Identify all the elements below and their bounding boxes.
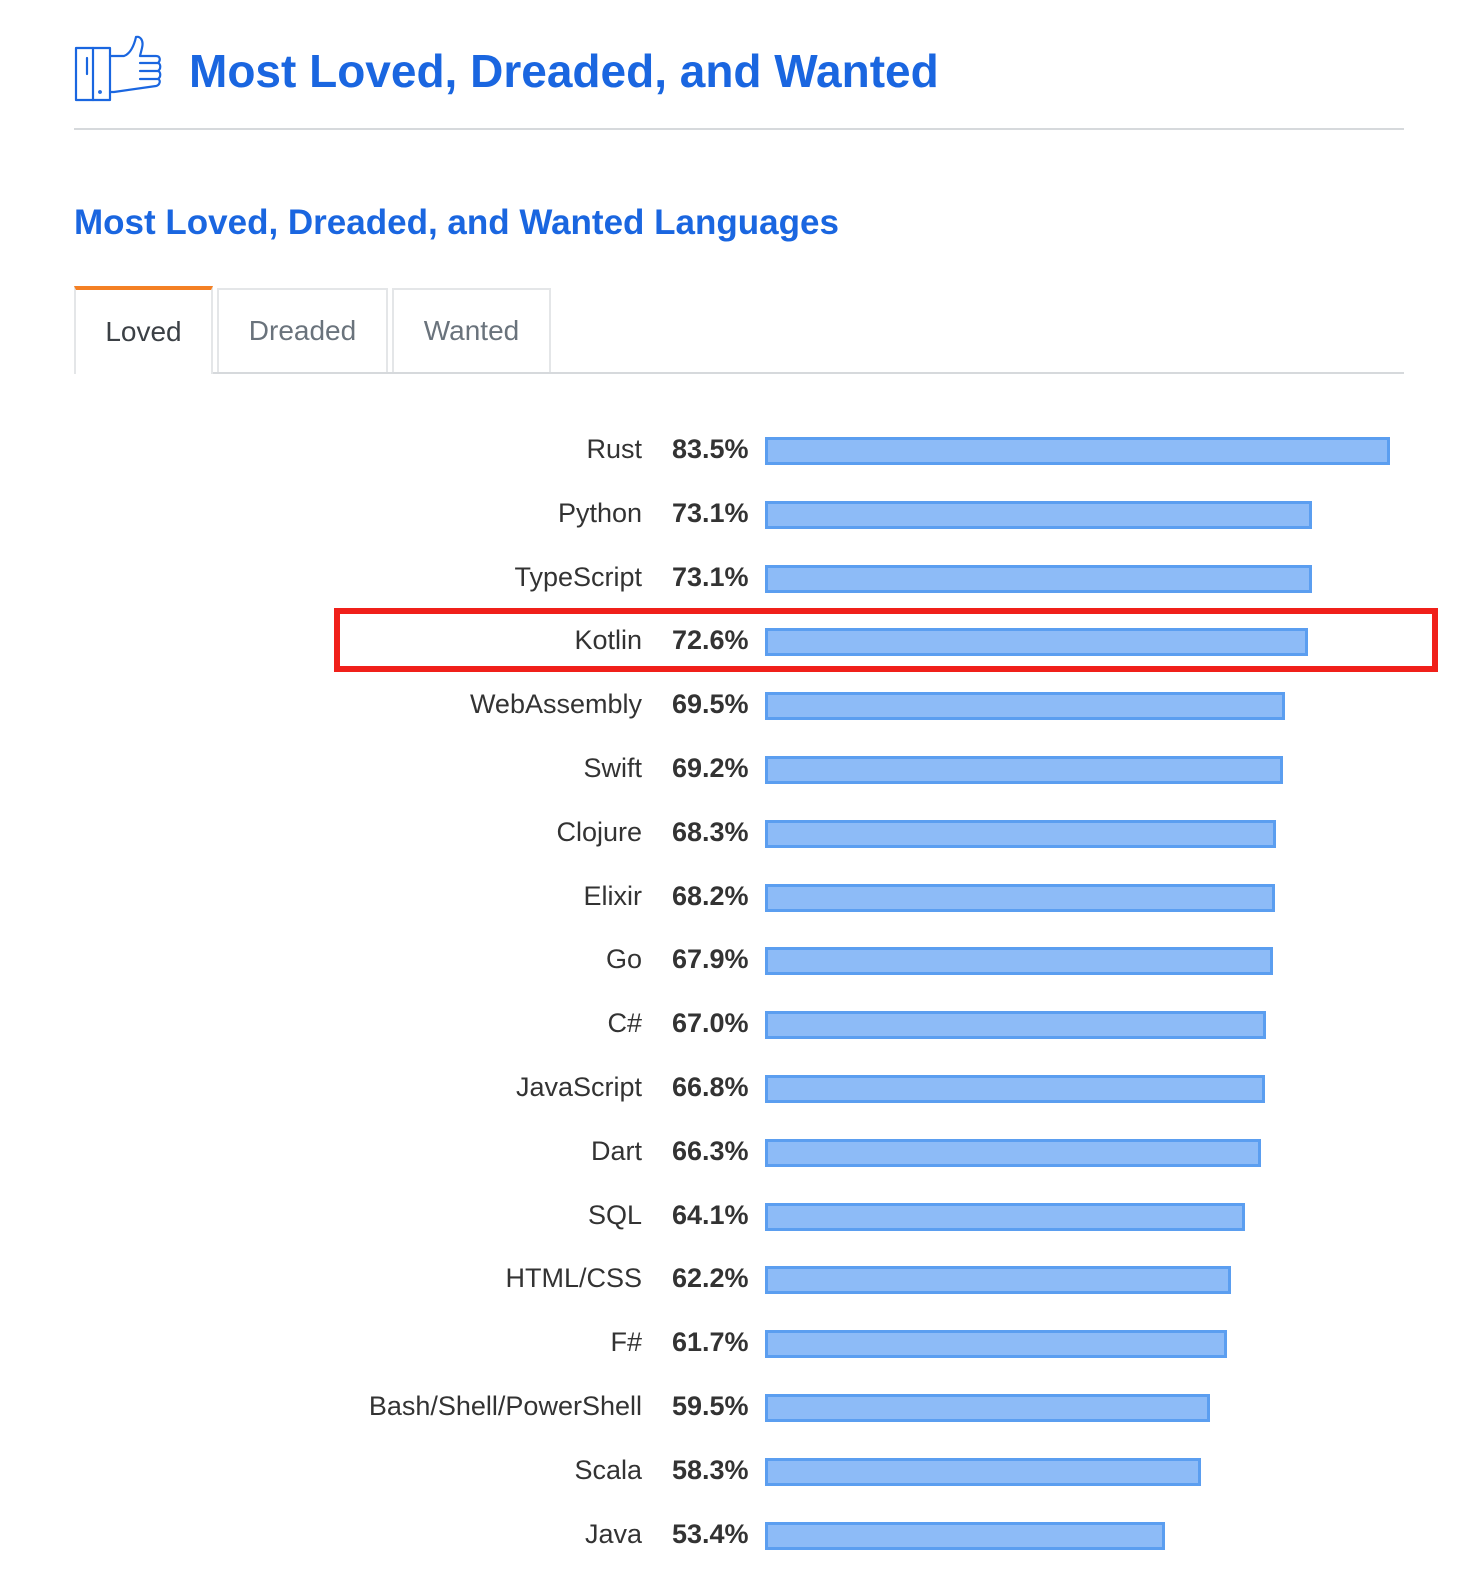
percentage-bar (765, 1394, 1210, 1422)
percentage-bar (765, 756, 1283, 784)
chart-row: WebAssembly 69.5% (0, 675, 1472, 739)
percentage-bar (765, 1138, 1261, 1167)
chart-row: Rust 83.5% (0, 420, 1472, 484)
percentage-bar (765, 1330, 1227, 1359)
chart-row: Elixir 68.2% (0, 867, 1472, 931)
percentage-label: 72.6% (672, 625, 749, 656)
chart-row: Swift 69.2% (0, 739, 1472, 803)
percentage-label: 68.3% (672, 816, 749, 847)
language-label: Bash/Shell/PowerShell (368, 1391, 642, 1421)
percentage-label: 68.2% (672, 880, 749, 911)
language-label: F# (610, 1327, 642, 1358)
percentage-label: 69.5% (672, 689, 749, 720)
chart-row: F# 61.7% (0, 1313, 1472, 1377)
tab-bar: Loved Dreaded Wanted (74, 286, 1404, 374)
thumbs-up-icon (74, 35, 162, 102)
language-label: Swift (583, 753, 642, 783)
percentage-label: 83.5% (672, 434, 749, 464)
percentage-bar (765, 1202, 1245, 1231)
chart-row: Scala 58.3% (0, 1441, 1472, 1505)
tab-loved[interactable]: Loved (74, 286, 213, 374)
language-label: Dart (590, 1135, 642, 1166)
language-label: TypeScript (514, 561, 642, 592)
chart-row: JavaScript 66.8% (0, 1058, 1472, 1122)
chart-row: Go 67.9% (0, 930, 1472, 994)
chart-row: TypeScript 73.1% (0, 548, 1472, 612)
chart-row: Dart 66.3% (0, 1122, 1472, 1186)
percentage-label: 69.2% (672, 753, 749, 783)
percentage-label: 73.1% (672, 497, 749, 528)
percentage-bar (765, 1011, 1266, 1040)
chart-row: C# 67.0% (0, 994, 1472, 1058)
language-label: JavaScript (515, 1072, 642, 1102)
percentage-label: 67.9% (672, 944, 749, 975)
language-label: Clojure (556, 816, 642, 847)
chart-row: Clojure 68.3% (0, 803, 1472, 867)
chart-row: HTML/CSS 62.2% (0, 1249, 1472, 1313)
percentage-bar (765, 628, 1308, 657)
percentage-label: 61.7% (672, 1327, 749, 1358)
percentage-bar (765, 564, 1312, 593)
percentage-bar (765, 883, 1275, 912)
tab-wanted[interactable]: Wanted (392, 288, 551, 372)
language-label: Go (605, 944, 642, 975)
percentage-label: 73.1% (672, 561, 749, 592)
percentage-bar (765, 437, 1390, 465)
percentage-label: 64.1% (672, 1199, 749, 1230)
chart-row: Kotlin 72.6% (0, 611, 1472, 675)
language-label: SQL (587, 1199, 642, 1230)
section-title: Most Loved, Dreaded, and Wanted Language… (74, 203, 839, 242)
chart-row: SQL 64.1% (0, 1186, 1472, 1250)
language-label: Elixir (583, 880, 643, 911)
language-label: Scala (574, 1454, 642, 1485)
percentage-label: 62.2% (672, 1263, 749, 1294)
loved-languages-chart: Rust 83.5% Python 73.1% TypeScript 73.1% Kotli… (0, 420, 1472, 1574)
language-label: Rust (586, 434, 642, 464)
language-label: Java (584, 1518, 642, 1549)
percentage-bar (765, 692, 1285, 721)
percentage-label: 66.3% (672, 1135, 749, 1166)
tab-dreaded[interactable]: Dreaded (217, 288, 388, 372)
chart-row: Bash/Shell/PowerShell 59.5% (0, 1377, 1472, 1441)
percentage-label: 58.3% (672, 1454, 749, 1485)
language-label: C# (607, 1008, 642, 1039)
percentage-label: 66.8% (672, 1072, 749, 1102)
percentage-bar (765, 819, 1276, 848)
chart-row: Java 53.4% (0, 1505, 1472, 1569)
language-label: WebAssembly (469, 689, 642, 720)
language-label: HTML/CSS (505, 1263, 642, 1294)
percentage-label: 59.5% (672, 1391, 749, 1421)
percentage-bar (765, 500, 1312, 529)
language-label: Python (557, 497, 642, 528)
percentage-bar (765, 1521, 1165, 1550)
language-label: Kotlin (574, 625, 642, 656)
page-title: Most Loved, Dreaded, and Wanted (189, 45, 939, 97)
percentage-bar (765, 1266, 1231, 1295)
percentage-label: 67.0% (672, 1008, 749, 1039)
percentage-bar (765, 947, 1273, 976)
percentage-label: 53.4% (672, 1518, 749, 1549)
percentage-bar (765, 1457, 1201, 1486)
page-header: Most Loved, Dreaded, and Wanted (74, 34, 1404, 130)
chart-row: Python 73.1% (0, 484, 1472, 548)
percentage-bar (765, 1075, 1265, 1103)
